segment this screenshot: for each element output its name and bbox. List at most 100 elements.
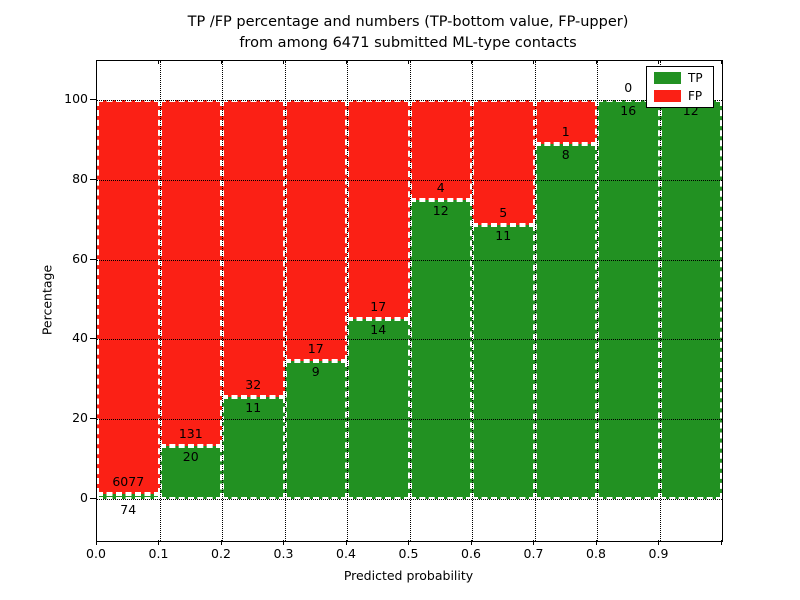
fp-count-label-0: 6077 <box>112 474 145 490</box>
bar-segment-tp-9 <box>659 100 722 499</box>
gridline-x-0.6 <box>472 61 473 541</box>
x-tick-mark-top-1.0 <box>720 60 722 64</box>
x-tick-label-0.9: 0.9 <box>648 546 669 561</box>
x-tick-mark-top-0.5 <box>408 60 409 64</box>
x-tick-mark-bottom-0.1 <box>158 540 159 545</box>
fp-count-label-1: 131 <box>178 426 203 442</box>
gridline-x-0.8 <box>597 61 598 541</box>
x-tick-label-0.5: 0.5 <box>398 546 419 561</box>
x-tick-mark-bottom-1.0 <box>720 540 722 545</box>
tp-count-label-0: 74 <box>120 502 137 517</box>
gridline-x-0.9 <box>659 61 661 541</box>
x-tick-mark-bottom-0.4 <box>345 540 347 545</box>
bar-segment-tp-5 <box>409 199 472 499</box>
y-tick-mark-40 <box>90 338 96 340</box>
y-tick-label-80: 80 <box>72 170 88 186</box>
x-tick-mark-bottom-0.8 <box>595 540 597 545</box>
fp-count-label-4: 17 <box>370 298 387 314</box>
gridline-x-0.2 <box>222 61 223 541</box>
fp-count-label-3: 17 <box>307 340 324 356</box>
x-tick-mark-top-0.8 <box>595 60 597 64</box>
bar-segment-tp-1 <box>159 446 222 499</box>
x-tick-mark-bottom-0.7 <box>533 540 534 545</box>
x-axis-label: Predicted probability <box>343 568 474 583</box>
x-tick-mark-top-0.9 <box>658 60 659 64</box>
x-tick-mark-bottom-0.5 <box>408 540 409 545</box>
bar-segment-tp-4 <box>347 318 410 499</box>
x-tick-mark-top-0.1 <box>158 60 159 64</box>
x-tick-mark-bottom-0.9 <box>658 540 659 545</box>
tp-count-label-5: 12 <box>432 202 449 218</box>
chart-title: TP /FP percentage and numbers (TP-bottom… <box>80 12 736 54</box>
bar-segment-fp-3 <box>284 100 347 361</box>
legend-label-fp: FP <box>688 89 703 103</box>
tp-count-label-1: 20 <box>182 449 199 465</box>
gridline-x-0.5 <box>409 61 411 541</box>
x-tick-mark-bottom-0.6 <box>470 540 472 545</box>
y-tick-mark-60 <box>90 258 96 260</box>
y-tick-label-0: 0 <box>80 490 88 505</box>
y-tick-label-100: 100 <box>64 91 88 106</box>
x-tick-mark-top-0.6 <box>470 60 472 64</box>
fp-count-label-6: 5 <box>499 204 508 220</box>
x-tick-mark-bottom-0.2 <box>220 540 222 545</box>
legend-swatch-tp-icon <box>654 72 681 84</box>
x-tick-mark-top-0.7 <box>533 60 534 64</box>
chart-title-line1: TP /FP percentage and numbers (TP-bottom… <box>187 14 629 30</box>
bar-segment-tp-8 <box>597 100 660 499</box>
gridline-x-0.4 <box>347 61 348 541</box>
y-tick-label-20: 20 <box>72 410 88 426</box>
legend-item-tp: TP <box>654 72 706 84</box>
x-tick-mark-top-0.0 <box>95 60 97 64</box>
gridline-x-0.7 <box>534 61 536 541</box>
x-tick-mark-top-0.2 <box>220 60 222 64</box>
x-tick-label-0.7: 0.7 <box>523 546 544 561</box>
y-tick-label-60: 60 <box>72 250 88 266</box>
x-tick-mark-top-0.3 <box>283 60 284 64</box>
tp-count-label-8: 16 <box>620 103 637 118</box>
x-tick-mark-top-0.4 <box>345 60 347 64</box>
tp-count-label-4: 14 <box>370 321 387 337</box>
y-tick-mark-20 <box>90 418 96 420</box>
x-tick-label-0.0: 0.0 <box>86 546 106 561</box>
bar-segment-tp-0 <box>97 494 160 499</box>
x-tick-label-0.1: 0.1 <box>148 546 169 561</box>
bar-segment-tp-6 <box>472 224 535 499</box>
x-tick-label-0.3: 0.3 <box>273 546 294 561</box>
bar-segment-fp-4 <box>347 100 410 319</box>
bar-segment-tp-7 <box>534 144 597 499</box>
y-tick-label-40: 40 <box>72 330 88 346</box>
bar-segment-fp-6 <box>472 100 535 225</box>
bar-segment-tp-3 <box>284 360 347 499</box>
x-tick-label-0.8: 0.8 <box>586 546 606 561</box>
x-tick-mark-bottom-0.0 <box>95 540 97 545</box>
x-tick-label-0.4: 0.4 <box>336 546 356 561</box>
x-tick-label-0.2: 0.2 <box>211 546 231 561</box>
fp-count-label-5: 4 <box>436 179 445 195</box>
tp-count-label-3: 9 <box>311 363 320 379</box>
plot-area: 6077 74 131 20 32 11 17 9 17 14 4 12 5 11 1 8 0 16 12 <box>96 60 723 542</box>
x-tick-label-0.6: 0.6 <box>461 546 481 561</box>
chart-title-line2: from among 6471 submitted ML-type contac… <box>239 35 577 51</box>
fp-count-label-7: 1 <box>561 124 570 140</box>
y-tick-mark-0 <box>90 498 96 499</box>
tp-count-label-6: 11 <box>495 227 512 243</box>
y-axis-label: Percentage <box>39 264 55 336</box>
y-tick-mark-100 <box>90 99 96 100</box>
bar-segment-fp-1 <box>159 100 222 447</box>
x-tick-mark-bottom-0.3 <box>283 540 284 545</box>
legend-label-tp: TP <box>688 71 703 85</box>
bar-segment-fp-0 <box>97 100 160 495</box>
y-tick-mark-80 <box>90 178 96 180</box>
tp-count-label-2: 11 <box>245 399 262 415</box>
gridline-x-0.3 <box>284 61 286 541</box>
gridline-x-0.1 <box>159 61 161 541</box>
fp-count-label-2: 32 <box>245 376 262 392</box>
legend-swatch-fp-icon <box>654 90 681 102</box>
tp-count-label-7: 8 <box>561 147 570 163</box>
fp-count-label-8: 0 <box>624 80 633 95</box>
legend: TP FP <box>646 66 714 108</box>
legend-item-fp: FP <box>654 90 706 102</box>
bar-segment-fp-2 <box>222 100 285 397</box>
